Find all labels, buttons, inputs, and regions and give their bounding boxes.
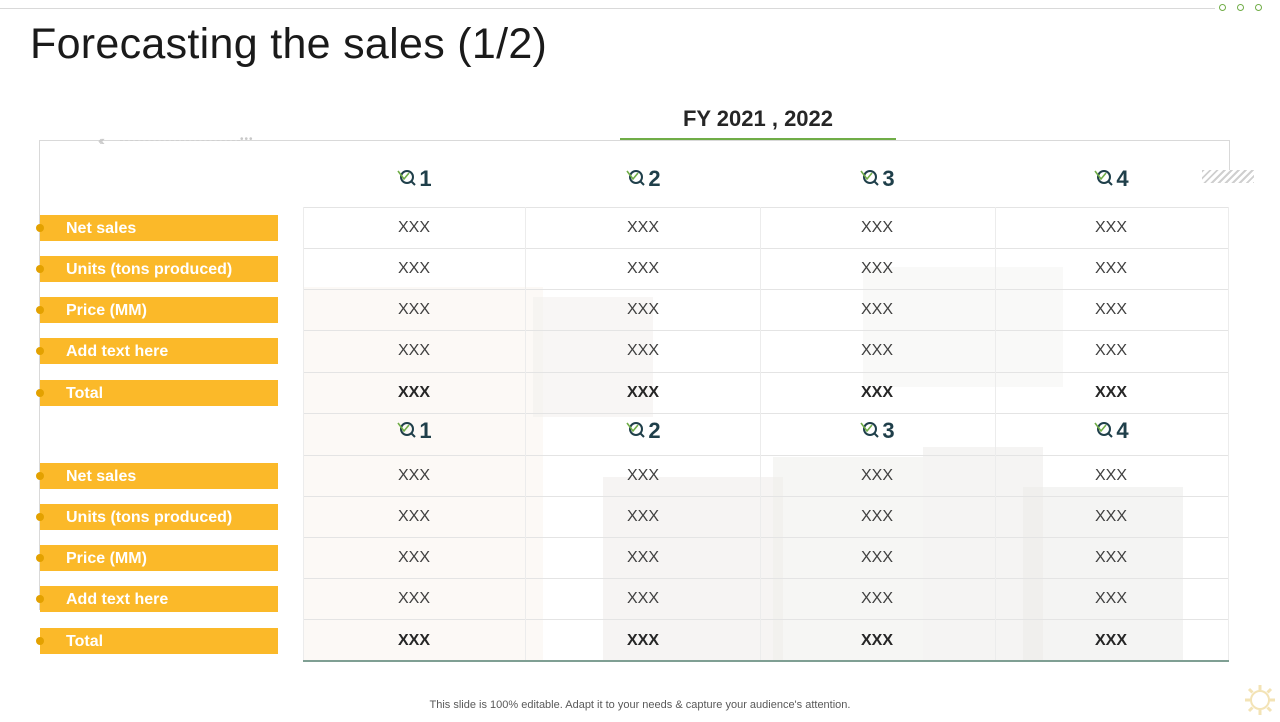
table-cell: XXX — [1094, 590, 1127, 607]
magnifier-check-icon — [625, 419, 647, 445]
table-cell: XXX — [397, 590, 430, 607]
decorative-hatch — [1202, 170, 1254, 183]
table-cell-total: XXX — [626, 384, 659, 401]
frame-top-line — [39, 140, 1229, 141]
decorative-dots — [1219, 4, 1262, 11]
row-label: Add text here — [36, 586, 278, 612]
decorative-dots-small: ••• — [240, 134, 254, 145]
period-underline — [620, 138, 896, 141]
table-cell: XXX — [397, 508, 430, 525]
table-bottom-rule — [303, 660, 1229, 662]
magnifier-check-icon — [859, 419, 881, 445]
table-cell: XXX — [860, 260, 893, 277]
table-cell: XXX — [860, 590, 893, 607]
table-cell: XXX — [1094, 301, 1127, 318]
row-label: Price (MM) — [36, 545, 278, 571]
table-cell: XXX — [397, 467, 430, 484]
magnifier-check-icon — [1093, 419, 1115, 445]
table-cell: XXX — [626, 301, 659, 318]
magnifier-check-icon — [396, 167, 418, 193]
quarter-header: 3 — [832, 418, 922, 445]
row-label: Price (MM) — [36, 297, 278, 323]
footer-note: This slide is 100% editable. Adapt it to… — [429, 699, 851, 711]
table-cell: XXX — [626, 467, 659, 484]
row-label-total: Total — [36, 380, 278, 406]
magnifier-check-icon — [396, 419, 418, 445]
table-cell: XXX — [397, 342, 430, 359]
table-cell-total: XXX — [1094, 632, 1127, 649]
quarter-header: 2 — [598, 166, 688, 193]
table-cell: XXX — [626, 590, 659, 607]
table-cell: XXX — [397, 260, 430, 277]
table-cell: XXX — [1094, 467, 1127, 484]
row-label: Add text here — [36, 338, 278, 364]
slide-title: Forecasting the sales (1/2) — [30, 20, 548, 68]
magnifier-check-icon — [625, 167, 647, 193]
table-cell-total: XXX — [860, 384, 893, 401]
gear-icon — [1243, 683, 1277, 722]
row-label: Units (tons produced) — [36, 256, 278, 282]
table-cell: XXX — [860, 301, 893, 318]
table-cell: XXX — [860, 219, 893, 236]
row-label: Net sales — [36, 463, 278, 489]
table-cell: XXX — [397, 219, 430, 236]
table-cell: XXX — [1094, 342, 1127, 359]
table-cell: XXX — [1094, 260, 1127, 277]
quarter-header: 2 — [598, 418, 688, 445]
table-cell: XXX — [1094, 549, 1127, 566]
table-cell: XXX — [626, 260, 659, 277]
table-cell: XXX — [1094, 508, 1127, 525]
quarter-header: 3 — [832, 166, 922, 193]
table-cell: XXX — [860, 467, 893, 484]
decorative-chevrons-icon: ‹‹‹ — [98, 133, 105, 148]
table-cell-total: XXX — [1094, 384, 1127, 401]
table-cell: XXX — [860, 549, 893, 566]
table-cell-total: XXX — [860, 632, 893, 649]
magnifier-check-icon — [859, 167, 881, 193]
table-cell-total: XXX — [397, 632, 430, 649]
forecast-table-grid — [303, 207, 1229, 660]
row-label: Net sales — [36, 215, 278, 241]
table-cell: XXX — [860, 508, 893, 525]
frame-left-line — [39, 140, 40, 610]
period-label: FY 2021 , 2022 — [682, 106, 834, 131]
table-cell: XXX — [397, 549, 430, 566]
quarter-header: 1 — [369, 418, 459, 445]
table-cell-total: XXX — [626, 632, 659, 649]
magnifier-check-icon — [1093, 167, 1115, 193]
decorative-dashed-line — [120, 140, 240, 141]
quarter-header: 4 — [1066, 418, 1156, 445]
row-label-total: Total — [36, 628, 278, 654]
table-cell: XXX — [626, 508, 659, 525]
top-divider — [0, 8, 1215, 9]
table-cell: XXX — [626, 219, 659, 236]
table-cell: XXX — [1094, 219, 1127, 236]
quarter-header: 1 — [369, 166, 459, 193]
background-photo — [303, 207, 1229, 660]
row-label: Units (tons produced) — [36, 504, 278, 530]
table-cell: XXX — [860, 342, 893, 359]
table-cell: XXX — [626, 549, 659, 566]
table-cell-total: XXX — [397, 384, 430, 401]
frame-right-line — [1229, 140, 1230, 170]
quarter-header: 4 — [1066, 166, 1156, 193]
table-cell: XXX — [397, 301, 430, 318]
table-cell: XXX — [626, 342, 659, 359]
